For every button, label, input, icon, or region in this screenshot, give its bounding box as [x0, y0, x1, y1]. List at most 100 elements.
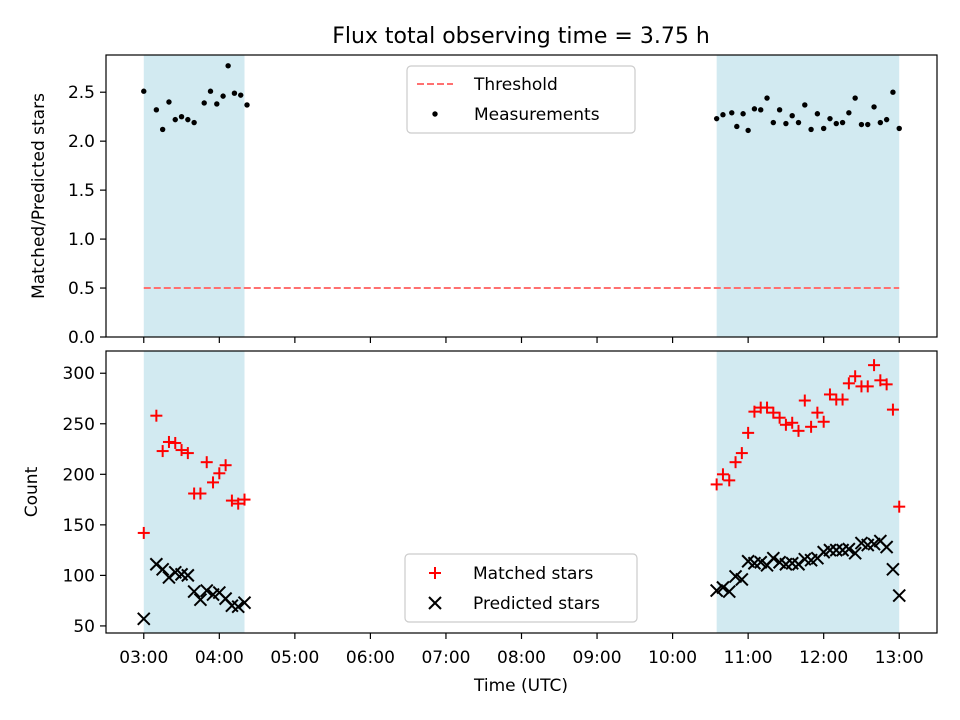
measurements-point: [839, 119, 846, 126]
measurements-point: [231, 90, 238, 96]
bottom-panel: 50 100 150 200 250 300 03:00 04:00 05:00 06:00 07:…: [63, 350, 938, 668]
matched-stars-point: [792, 424, 805, 437]
x-tick-label: 08:00: [497, 648, 546, 668]
matched-stars-legend-label: Matched stars: [473, 564, 593, 584]
measurements-point: [846, 110, 852, 116]
measurements-point: [153, 107, 160, 113]
measurements-point: [172, 116, 178, 123]
matched-stars-point: [225, 494, 238, 507]
matched-stars-point: [735, 447, 748, 460]
measurements-point: [751, 106, 758, 112]
top-y-tick-label: 0.0: [68, 328, 95, 348]
predicted-stars-legend-swatch: [428, 596, 442, 610]
x-tick-label: 09:00: [573, 648, 622, 668]
predicted-stars-point: [892, 588, 906, 603]
top-y-tick-label: 0.5: [68, 279, 95, 299]
matched-stars-point: [150, 409, 163, 422]
chart-title: Flux total observing time = 3.75 h: [332, 24, 710, 49]
predicted-stars-point: [237, 595, 252, 610]
measurements-point: [220, 93, 226, 99]
predicted-stars-point: [735, 572, 749, 587]
x-tick-label: 05:00: [270, 648, 319, 668]
measurements-series: [141, 63, 902, 134]
predicted-stars-point: [200, 583, 214, 598]
x-tick-label: 13:00: [875, 648, 924, 668]
top-y-tick-label: 2.5: [68, 83, 95, 103]
bottom-y-tick-label: 250: [63, 415, 95, 435]
matched-stars-point: [729, 456, 742, 469]
x-tick-label: 06:00: [346, 648, 395, 668]
measurements-point: [776, 107, 783, 113]
matched-stars-point: [849, 370, 862, 383]
matched-stars-point: [194, 487, 207, 500]
measurements-point: [185, 116, 191, 123]
x-tick-label: 07:00: [421, 648, 470, 668]
bottom-y-tick-label: 150: [63, 516, 95, 536]
measurements-point: [833, 120, 839, 127]
measurements-point: [207, 88, 214, 94]
matched-stars-point: [874, 374, 887, 387]
predicted-stars-point: [886, 562, 900, 577]
x-tick-label: 12:00: [799, 648, 848, 668]
top-legend-frame: [406, 65, 636, 134]
measurements-point: [238, 92, 244, 98]
measurements-point: [883, 116, 890, 123]
measurements-point: [720, 112, 726, 118]
predicted-stars-point: [716, 580, 730, 595]
bottom-legend-frame: [404, 553, 638, 623]
measurements-point: [764, 95, 770, 101]
measurements-point: [789, 113, 795, 119]
x-tick-label: 11:00: [724, 648, 773, 668]
matched-stars-point: [175, 444, 188, 457]
measurements-point: [890, 89, 896, 95]
measurements-point: [201, 100, 207, 106]
predicted-stars-point: [829, 543, 843, 557]
measurements-point: [871, 104, 877, 110]
top-y-tick-label: 2.0: [68, 132, 95, 152]
predicted-stars-point: [766, 551, 781, 565]
top-y-tick-label: 1.5: [68, 181, 95, 201]
matched-stars-series: [137, 359, 906, 539]
matched-stars-point: [710, 478, 723, 491]
measurements-point: [141, 88, 147, 94]
matched-stars-point: [137, 526, 150, 539]
predicted-stars-point: [231, 600, 245, 614]
matched-stars-point: [886, 403, 899, 416]
matched-stars-point: [162, 435, 175, 448]
matched-stars-point: [842, 377, 855, 390]
matched-stars-point: [811, 406, 824, 419]
matched-stars-point: [880, 378, 893, 391]
measurements-point: [802, 102, 808, 108]
predicted-stars-point: [848, 546, 862, 560]
measurements-point: [166, 99, 172, 105]
predicted-stars-point: [187, 584, 201, 599]
predicted-stars-point: [193, 592, 208, 607]
matched-stars-point: [817, 415, 830, 428]
measurements-point: [877, 119, 884, 126]
predicted-stars-legend-label: Predicted stars: [473, 594, 600, 614]
matched-stars-point: [213, 467, 226, 480]
measurements-point: [814, 111, 821, 117]
measurements-legend-swatch: [432, 111, 438, 117]
bottom-y-tick-label: 300: [63, 364, 95, 384]
measurements-point: [729, 110, 735, 116]
predicted-stars-point: [137, 612, 151, 626]
matched-stars-point: [823, 388, 836, 401]
matched-stars-point: [861, 380, 874, 393]
measurements-point: [191, 119, 197, 126]
predicted-stars-point: [722, 584, 736, 599]
matched-stars-point: [169, 436, 182, 449]
matched-stars-point: [200, 456, 213, 469]
x-tick-label: 04:00: [195, 648, 244, 668]
x-tick-label: 10:00: [648, 648, 697, 668]
matched-stars-point: [219, 459, 232, 472]
predicted-stars-point: [155, 562, 170, 577]
matched-stars-point: [761, 401, 774, 414]
measurements-point: [858, 121, 865, 128]
bottom-y-tick-label: 100: [63, 566, 95, 586]
measurements-point: [808, 126, 814, 133]
measurements-point: [745, 127, 751, 134]
measurements-point: [795, 119, 802, 126]
measurements-point: [225, 63, 231, 69]
